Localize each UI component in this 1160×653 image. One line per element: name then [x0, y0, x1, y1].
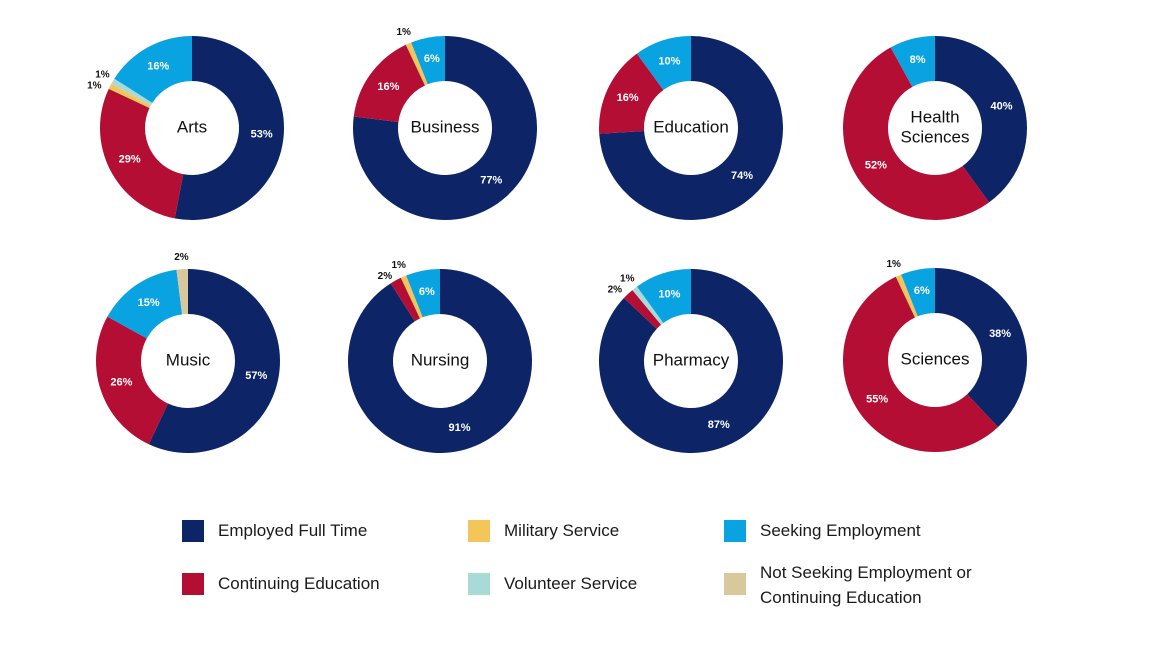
slice-sciences-military-service [895, 274, 918, 318]
data-label-nursing-continuing-education: 2% [378, 271, 393, 282]
data-label-nursing-military-service: 1% [391, 260, 406, 271]
slice-health-sciences-seeking-employment [890, 36, 935, 87]
slice-business-employed-full-time [353, 36, 537, 220]
data-label-arts-volunteer-service: 1% [95, 70, 110, 81]
slice-business-continuing-education [353, 44, 425, 123]
donut-chart-arts: 53% 29% 16% 1%1% Arts [87, 36, 284, 220]
chart-title-health-sciences-line-1: Health [910, 107, 959, 126]
data-label-pharmacy-employed-full-time: 87% [708, 419, 730, 431]
slice-nursing-employed-full-time [348, 269, 533, 453]
legend-item-continuing-education: Continuing Education [182, 573, 380, 596]
slice-music-not-seeking [176, 269, 188, 315]
data-label-education-continuing-education: 16% [617, 92, 639, 104]
chart-title-nursing: Nursing [411, 350, 470, 369]
chart-title-education: Education [653, 117, 729, 136]
data-label-nursing-employed-full-time: 91% [449, 422, 471, 434]
data-label-music-seeking-employment: 15% [138, 297, 160, 309]
data-label-pharmacy-volunteer-service: 1% [620, 273, 635, 284]
chart-title-business: Business [411, 117, 480, 136]
data-label-health-sciences-employed-full-time: 40% [991, 100, 1013, 112]
data-label-nursing-seeking-employment: 6% [419, 286, 435, 298]
data-label-arts-employed-full-time: 53% [251, 128, 273, 140]
legend-item-volunteer-service: Volunteer Service [468, 573, 637, 596]
chart-title-sciences: Sciences [901, 349, 970, 368]
chart-title-health-sciences-line-2: Sciences [901, 127, 970, 146]
slice-nursing-continuing-education [390, 277, 420, 322]
slice-education-seeking-employment [636, 36, 691, 90]
donut-chart-education: 74% 16% 10% Education [599, 36, 784, 220]
slice-nursing-seeking-employment [406, 269, 440, 318]
slice-pharmacy-employed-full-time [599, 269, 783, 453]
legend-label-military-service: Military Service [504, 521, 620, 540]
donut-chart-business: 77% 16% 6% 1% Business [353, 27, 537, 220]
slice-sciences-seeking-employment [901, 268, 935, 317]
legend-item-military-service: Military Service [468, 520, 619, 543]
legend-swatch-military-service [468, 520, 490, 542]
donut-chart-sciences: 38% 55% 6% 1% Sciences [842, 259, 1027, 453]
legend-swatch-continuing-education [182, 573, 204, 595]
data-label-sciences-seeking-employment: 6% [914, 285, 930, 297]
legend-swatch-volunteer-service [468, 573, 490, 595]
legend-label-not-seeking: Not Seeking Employment or Continuing Edu… [760, 563, 972, 607]
donut-chart-music: 57% 26% 15% 2% Music [95, 252, 280, 453]
slice-music-continuing-education [95, 316, 168, 445]
slice-music-seeking-employment [107, 269, 183, 339]
chart-title-pharmacy: Pharmacy [653, 350, 730, 369]
data-label-pharmacy-continuing-education: 2% [608, 284, 623, 295]
slice-business-seeking-employment [411, 36, 445, 85]
legend-label-volunteer-service: Volunteer Service [504, 574, 638, 593]
legend-label-employed-full-time: Employed Full Time [218, 521, 368, 540]
data-label-business-continuing-education: 16% [377, 81, 399, 93]
donut-chart-pharmacy: 87% 10% 1%2% Pharmacy [599, 269, 783, 453]
slice-arts-seeking-employment [114, 36, 192, 103]
data-label-arts-seeking-employment: 16% [147, 61, 169, 73]
slice-arts-continuing-education [100, 88, 184, 219]
legend-item-employed-full-time: Employed Full Time [182, 520, 367, 543]
donut-charts-grid: 53%29%16%1%1%Arts77%16%6%1%Business74%16… [87, 27, 1027, 453]
data-label-education-employed-full-time: 74% [731, 170, 753, 182]
data-label-health-sciences-seeking-employment: 8% [910, 54, 926, 66]
legend-swatch-not-seeking [724, 573, 746, 595]
slice-health-sciences-continuing-education [843, 47, 990, 220]
legend-item-seeking-employment: Seeking Employment [724, 520, 921, 543]
slice-pharmacy-continuing-education [623, 290, 662, 329]
data-label-sciences-continuing-education: 55% [866, 393, 888, 405]
slice-arts-volunteer-service [111, 78, 153, 106]
slice-arts-employed-full-time [174, 36, 284, 220]
slice-business-military-service [405, 42, 428, 86]
slice-education-employed-full-time [599, 36, 784, 220]
data-label-arts-military-service: 1% [87, 81, 102, 92]
slice-arts-military-service [108, 83, 151, 108]
data-label-business-seeking-employment: 6% [424, 53, 440, 65]
slice-health-sciences-employed-full-time [935, 36, 1027, 203]
legend-swatch-employed-full-time [182, 520, 204, 542]
legend-swatch-seeking-employment [724, 520, 746, 542]
legend: Employed Full Time Military Service Seek… [0, 500, 1160, 640]
data-label-business-employed-full-time: 77% [480, 174, 502, 186]
chart-title-music: Music [166, 350, 211, 369]
slice-pharmacy-seeking-employment [636, 269, 691, 323]
data-label-arts-continuing-education: 29% [119, 154, 141, 166]
data-label-sciences-military-service: 1% [886, 259, 901, 270]
legend-label-seeking-employment: Seeking Employment [760, 521, 921, 540]
slice-nursing-military-service [400, 275, 423, 319]
slice-pharmacy-volunteer-service [632, 286, 664, 325]
legend-item-not-seeking: Not Seeking Employment or Continuing Edu… [724, 560, 972, 610]
slice-sciences-employed-full-time [935, 268, 1027, 428]
chart-title-arts: Arts [177, 117, 207, 136]
data-label-music-not-seeking: 2% [174, 252, 189, 263]
data-label-pharmacy-seeking-employment: 10% [658, 288, 680, 300]
data-label-music-employed-full-time: 57% [245, 370, 267, 382]
slice-music-employed-full-time [148, 269, 280, 453]
slice-education-continuing-education [599, 53, 664, 134]
legend-label-continuing-education: Continuing Education [218, 574, 380, 593]
data-label-education-seeking-employment: 10% [658, 55, 680, 67]
donut-chart-nursing: 91% 6% 1%2% Nursing [348, 260, 533, 453]
slice-sciences-continuing-education [842, 276, 998, 453]
data-label-music-continuing-education: 26% [110, 377, 132, 389]
data-label-business-military-service: 1% [396, 27, 411, 38]
data-label-sciences-employed-full-time: 38% [989, 328, 1011, 340]
data-label-health-sciences-continuing-education: 52% [865, 159, 887, 171]
